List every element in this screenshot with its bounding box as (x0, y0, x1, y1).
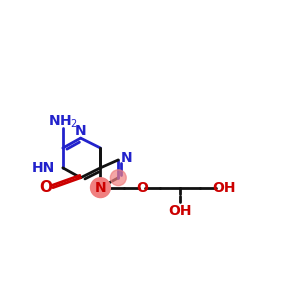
Text: N: N (120, 151, 132, 165)
Text: NH$_2$: NH$_2$ (48, 114, 78, 130)
Text: OH: OH (168, 204, 191, 218)
Text: OH: OH (213, 181, 236, 195)
Text: O: O (40, 180, 52, 195)
Text: N: N (75, 124, 86, 138)
Text: O: O (136, 181, 148, 195)
Text: HN: HN (32, 161, 55, 175)
Circle shape (91, 178, 110, 198)
Text: N: N (95, 181, 106, 195)
Circle shape (110, 170, 126, 186)
